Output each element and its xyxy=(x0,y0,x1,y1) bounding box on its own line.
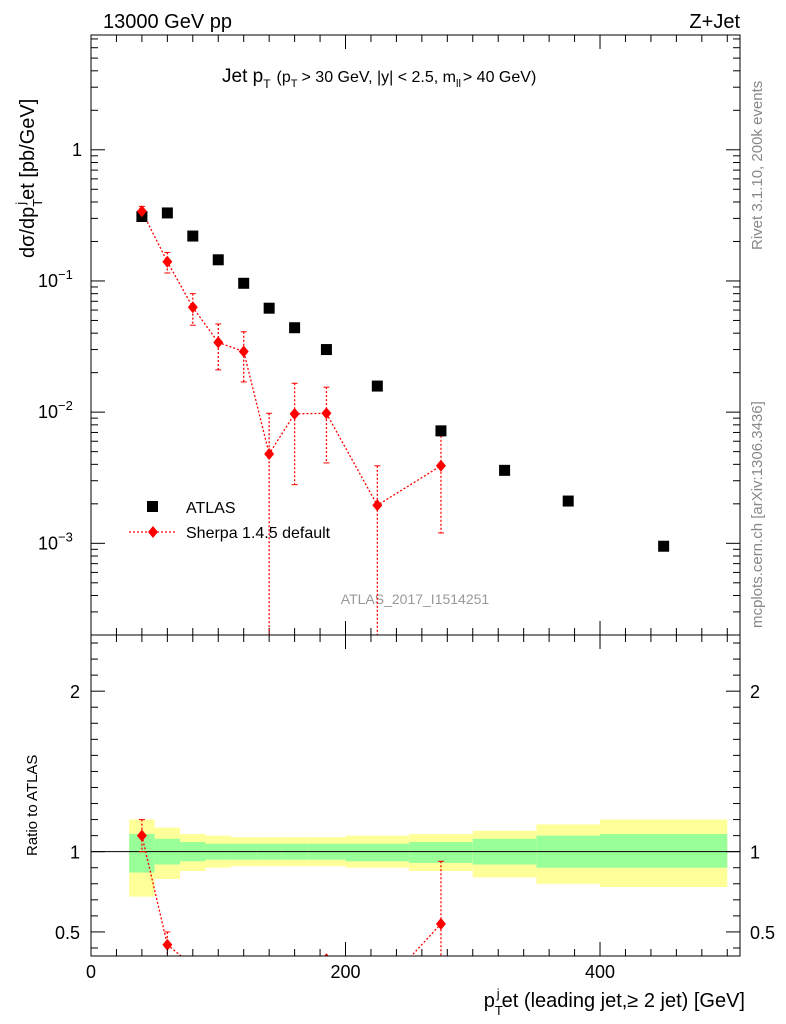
main-y-axis-label: dσ/dpTj et [pb/GeV] xyxy=(13,99,45,258)
ratio-y-ticks: 0.5 0.5 1 1 2 2 xyxy=(55,642,775,949)
ratio-point xyxy=(290,971,300,983)
ratio-panel: 0 200 400 0.5 0.5 1 1 2 2 Ratio to ATLAS pTj et … xyxy=(24,634,775,1018)
title-open: (p xyxy=(277,69,291,86)
legend: ATLAS Sherpa 1.4.5 default xyxy=(129,500,331,542)
ratio-x-tick-label: 0 xyxy=(86,962,96,982)
sherpa-line xyxy=(141,210,442,507)
legend-sherpa-marker xyxy=(148,526,158,538)
atlas-point xyxy=(161,207,173,219)
ratio-point xyxy=(264,994,274,1006)
ratio-point xyxy=(435,917,446,930)
main-plot-title: Jet pT (pT > 30 GeV, |y| < 2.5, mll > 40 Ge… xyxy=(222,66,536,91)
xlabel-sub: T xyxy=(495,1003,503,1018)
main-x-ticks xyxy=(90,35,728,635)
ylabel-sub: T xyxy=(30,199,45,207)
ratio-x-tick-label: 400 xyxy=(585,962,615,982)
atlas-point xyxy=(263,302,275,314)
title-sub-3: ll xyxy=(456,78,461,90)
xlabel-a: p xyxy=(484,990,495,1012)
atlas-point xyxy=(320,344,332,356)
ratio-y-tick-label: 2 xyxy=(70,682,80,702)
ylabel-sup: j xyxy=(13,202,28,206)
sherpa-point xyxy=(321,407,332,420)
legend-atlas-marker xyxy=(147,501,158,512)
sherpa-point xyxy=(187,301,198,314)
ratio-point xyxy=(188,960,198,972)
atlas-point xyxy=(212,254,224,266)
main-panel: 110−110−210−3 Jet pT (pT > 30 GeV, |y| < 2… xyxy=(13,34,741,636)
atlas-point xyxy=(371,380,383,392)
ratio-point xyxy=(213,969,223,981)
header-energy-label: 13000 GeV pp xyxy=(103,11,232,33)
ratio-point xyxy=(136,829,147,842)
main-y-tick-label: 10−1 xyxy=(38,267,73,291)
atlas-point xyxy=(562,495,574,507)
ratio-data-layer xyxy=(136,819,446,1006)
title-main: Jet p xyxy=(222,66,263,87)
ratio-point xyxy=(372,987,382,999)
main-y-tick-label: 10−2 xyxy=(38,398,73,422)
ratio-y-tick-label: 1 xyxy=(70,843,80,863)
ratio-y-tick-label: 0.5 xyxy=(55,923,80,943)
sherpa-point xyxy=(435,459,446,472)
main-y-tick-label: 1 xyxy=(72,140,82,160)
sherpa-point xyxy=(213,336,224,349)
atlas-point xyxy=(658,540,670,552)
analysis-watermark: ATLAS_2017_I1514251 xyxy=(341,591,490,607)
main-y-tick-label: 10−3 xyxy=(38,529,73,553)
xlabel-b: et (leading jet,≥ 2 jet) [GeV] xyxy=(502,990,745,1012)
main-y-ticks: 1 10−1 10−2 10−3 xyxy=(38,38,740,636)
title-sub-2: T xyxy=(291,78,298,90)
atlas-point xyxy=(187,230,199,242)
ratio-band-inner xyxy=(600,834,728,868)
title-mid: > 30 GeV, |y| < 2.5, m xyxy=(302,69,456,86)
rivet-version-label: Rivet 3.1.10, 200k events xyxy=(749,81,766,250)
title-close: > 40 GeV) xyxy=(463,69,536,86)
sherpa-point xyxy=(264,447,275,460)
title-sub-1: T xyxy=(263,77,271,91)
ratio-line xyxy=(141,835,442,956)
x-axis-label: pTj et (leading jet,≥ 2 jet) [GeV] xyxy=(484,986,745,1018)
ratio-band-inner xyxy=(409,842,473,863)
atlas-point xyxy=(238,277,250,289)
ratio-y-tick-label-right: 2 xyxy=(750,682,760,702)
mcplots-label: mcplots.cern.ch [arXiv:1306.3436] xyxy=(749,401,766,628)
ratio-y-tick-label-right: 0.5 xyxy=(750,923,775,943)
sherpa-point xyxy=(136,205,147,218)
ratio-x-ticks: 0 200 400 xyxy=(86,635,728,982)
ratio-band-inner xyxy=(345,843,410,862)
ratio-y-axis-label: Ratio to ATLAS xyxy=(24,755,41,856)
sherpa-point xyxy=(162,255,173,268)
ratio-plot-frame xyxy=(90,634,741,957)
ylabel-b: et [pb/GeV] xyxy=(17,99,39,200)
header-process-label: Z+Jet xyxy=(689,11,740,33)
sherpa-point xyxy=(289,407,300,420)
atlas-point xyxy=(499,464,511,476)
sherpa-point xyxy=(238,345,249,358)
xlabel-sup: j xyxy=(496,986,500,1001)
ratio-point xyxy=(162,938,173,951)
sherpa-point xyxy=(372,499,383,512)
ratio-point xyxy=(239,958,249,970)
atlas-point xyxy=(435,425,447,437)
ratio-point xyxy=(324,953,329,956)
legend-atlas-label: ATLAS xyxy=(186,500,236,517)
ratio-x-tick-label: 200 xyxy=(330,962,360,982)
atlas-point xyxy=(289,322,301,334)
ratio-y-tick-label-right: 1 xyxy=(750,843,760,863)
main-data-layer xyxy=(136,205,670,635)
ratio-uncertainty-bands xyxy=(129,819,728,897)
main-plot-frame xyxy=(90,34,741,636)
ylabel-a: dσ/dp xyxy=(17,207,39,258)
legend-sherpa-label: Sherpa 1.4.5 default xyxy=(186,525,331,542)
